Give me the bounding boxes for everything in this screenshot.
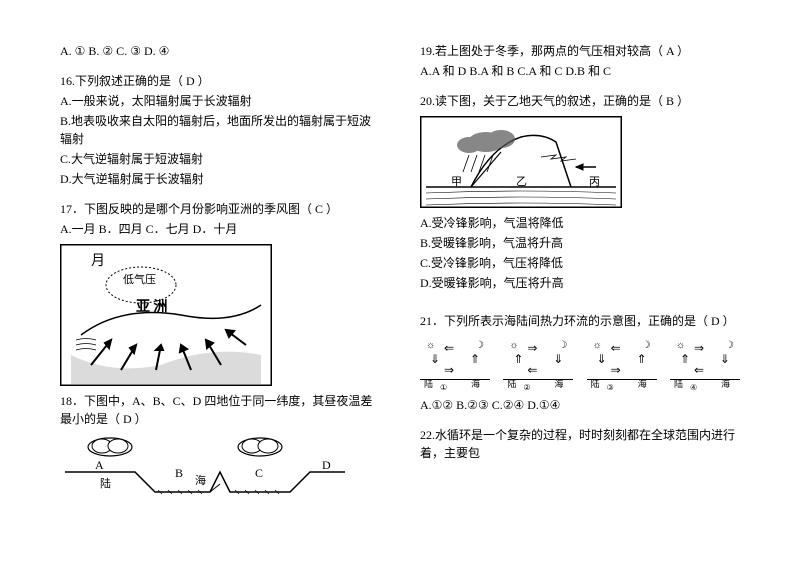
q20-opt-c: C.受冷锋影响，气压将降低 — [420, 254, 740, 272]
q21-diagrams: ☼☽ ⇓⇑ ⇐⇒ 陆 海 ① ☼☽ ⇑⇓ ⇒⇐ 陆 海 ② ☼☽ ⇓⇑ ⇐⇒ 陆… — [420, 338, 740, 388]
q16-opt-c: C.大气逆辐射属于短波辐射 — [60, 150, 380, 168]
month-label: 月 — [91, 253, 105, 269]
right-column: 19.若上图处于冬季，那两点的气压相对较高（ A ） A.A 和 D B.A 和… — [420, 40, 740, 506]
q18-d: D — [322, 458, 331, 472]
q18-title: 18．下图中，A、B、C、D 四地位于同一纬度，其昼夜温差最小的是（ D ） — [60, 392, 380, 428]
q20-opt-a: A.受冷锋影响，气温将降低 — [420, 214, 740, 232]
q15-options: A. ① B. ② C. ③ D. ④ — [60, 42, 380, 60]
q20-jia: 甲 — [451, 176, 462, 188]
q17-title: 17．下图反映的是哪个月份影响亚洲的季风图（ C ） — [60, 200, 380, 218]
q17-options: A.一月 B．四月 C．七月 D．十月 — [60, 220, 380, 238]
q18-land: 陆 — [100, 476, 111, 490]
asia-label: 亚 洲 — [136, 299, 168, 315]
q18-a: A — [95, 458, 104, 472]
left-column: A. ① B. ② C. ③ D. ④ 16.下列叙述正确的是（ D ） A.一… — [60, 40, 380, 506]
q21-diag-4: ☼☽ ⇑⇓ ⇒⇐ 陆 海 ④ — [670, 338, 740, 388]
q21-title: 21．下列所表示海陆间热力环流的示意图，正确的是（ D ） — [420, 312, 740, 330]
q19-options: A.A 和 D B.A 和 B C.A 和 C D.B 和 C — [420, 62, 740, 80]
q20-yi: 乙 — [516, 175, 527, 188]
q18-figure: A B 海 C D 陆 — [60, 432, 350, 502]
q17-map-figure: 月 低气压 亚 洲 — [60, 244, 272, 386]
q18-c: C — [255, 466, 263, 480]
q20-title: 20.读下图，关于乙地天气的叙述，正确的是（ B ） — [420, 92, 740, 110]
q16-opt-d: D.大气逆辐射属于长波辐射 — [60, 170, 380, 188]
q21-diag-1: ☼☽ ⇓⇑ ⇐⇒ 陆 海 ① — [420, 338, 490, 388]
q22-title: 22.水循环是一个复杂的过程，时时刻刻都在全球范围内进行着，主要包 — [420, 426, 740, 462]
page-container: A. ① B. ② C. ③ D. ④ 16.下列叙述正确的是（ D ） A.一… — [0, 0, 800, 526]
q20-opt-d: D.受暖锋影响，气压将升高 — [420, 274, 740, 292]
q21-diag-3: ☼☽ ⇓⇑ ⇐⇒ 陆 海 ③ — [587, 338, 657, 388]
low-pressure-label: 低气压 — [123, 272, 156, 286]
q18-sea: 海 — [195, 473, 206, 487]
q21-options: A.①② B.②③ C.②④ D.①④ — [420, 396, 740, 414]
q20-opt-b: B.受暖锋影响，气温将升高 — [420, 234, 740, 252]
q16-opt-a: A.一般来说，太阳辐射属于长波辐射 — [60, 92, 380, 110]
q18-b: B — [175, 466, 183, 480]
q20-figure: 甲 乙 丙 — [420, 116, 622, 208]
q16-title: 16.下列叙述正确的是（ D ） — [60, 72, 380, 90]
q20-bing: 丙 — [589, 176, 600, 188]
q21-diag-2: ☼☽ ⇑⇓ ⇒⇐ 陆 海 ② — [503, 338, 573, 388]
q19-title: 19.若上图处于冬季，那两点的气压相对较高（ A ） — [420, 42, 740, 60]
q16-opt-b: B.地表吸收来自太阳的辐射后，地面所发出的辐射属于短波辐射 — [60, 112, 380, 148]
